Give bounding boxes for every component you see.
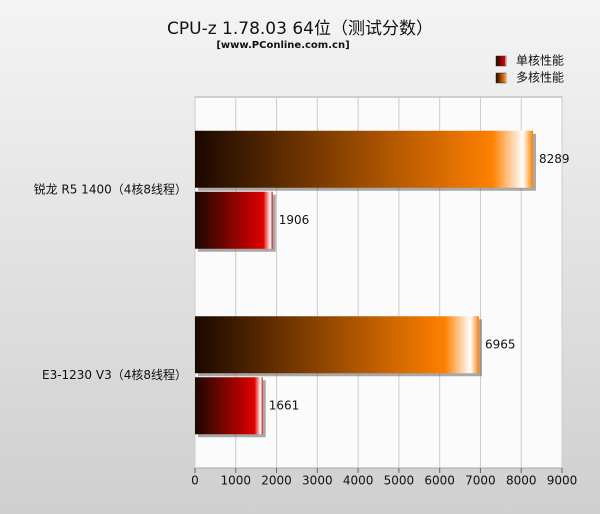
- bar: [195, 377, 263, 435]
- chart-subtitle: [www.PConline.com.cn]: [216, 40, 349, 51]
- legend-swatch: [495, 55, 507, 67]
- y-tick-label: E3-1230 V3（4核8线程）: [42, 367, 187, 382]
- value-label: 1661: [269, 398, 300, 412]
- bar: [195, 130, 534, 188]
- x-tick-label: 5000: [384, 474, 415, 488]
- value-label: 6965: [485, 337, 516, 351]
- bar: [195, 316, 480, 374]
- y-tick-label: 锐龙 R5 1400（4核8线程）: [34, 181, 187, 196]
- x-tick-label: 2000: [261, 474, 292, 488]
- x-tick-label: 3000: [302, 474, 333, 488]
- x-tick-label: 6000: [424, 474, 455, 488]
- value-label: 8289: [539, 152, 570, 166]
- legend-label: 多核性能: [516, 71, 564, 85]
- x-tick-label: 0: [191, 474, 199, 488]
- value-label: 1906: [279, 213, 310, 227]
- legend-label: 单核性能: [516, 54, 564, 68]
- bar: [195, 191, 273, 249]
- x-tick-label: 1000: [221, 474, 252, 488]
- x-tick-label: 4000: [343, 474, 374, 488]
- x-tick-label: 7000: [465, 474, 496, 488]
- x-tick-label: 8000: [506, 474, 537, 488]
- x-tick-label: 9000: [547, 474, 578, 488]
- chart-title: CPU-z 1.78.03 64位（测试分数）: [167, 19, 433, 39]
- legend-swatch: [495, 72, 507, 84]
